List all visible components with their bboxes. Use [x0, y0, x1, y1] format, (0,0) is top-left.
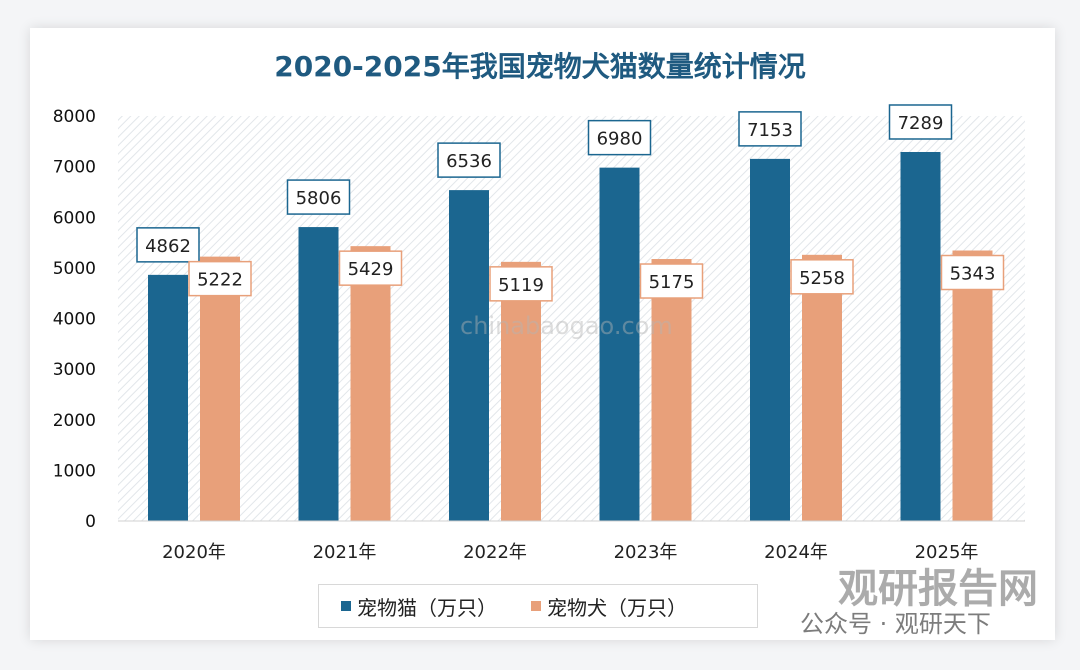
bar-dog — [651, 259, 692, 521]
legend-swatch-dog — [531, 601, 541, 611]
data-label: 5258 — [799, 268, 845, 289]
legend: 宠物猫（万只） 宠物犬（万只） — [318, 584, 758, 628]
data-label: 5429 — [348, 259, 394, 280]
y-tick-label: 3000 — [53, 360, 96, 380]
bar-dog — [200, 256, 240, 521]
data-label-box — [489, 266, 553, 302]
legend-item-cat: 宠物猫（万只） — [341, 592, 497, 621]
bar-dog — [350, 246, 391, 522]
watermark-brand: 观研报告网 — [838, 566, 1038, 612]
bar-cat — [148, 274, 188, 521]
data-label-box — [639, 263, 704, 299]
watermark-wechat: 公众号 · 观研天下 — [800, 610, 991, 638]
data-label: 7289 — [898, 113, 944, 134]
bar-cat — [599, 167, 640, 521]
legend-swatch-cat — [341, 601, 351, 611]
x-tick-label: 2020年 — [162, 542, 226, 563]
data-label-box — [136, 227, 200, 263]
data-label: 5222 — [197, 270, 243, 291]
data-label-box — [888, 104, 953, 140]
data-label-box — [437, 142, 501, 178]
plot-area — [118, 116, 1025, 521]
bar-cat — [750, 158, 790, 521]
data-label: 7153 — [747, 120, 793, 141]
data-label: 5806 — [296, 188, 342, 209]
data-label: 5343 — [950, 264, 996, 285]
data-label: 5175 — [649, 272, 695, 293]
y-tick-label: 5000 — [53, 259, 96, 279]
bar-dog — [501, 261, 541, 521]
y-tick-label: 6000 — [53, 208, 96, 228]
data-label: 6980 — [597, 129, 643, 150]
data-label-box — [286, 179, 351, 215]
bar-cat — [298, 227, 339, 522]
bar-cat — [449, 190, 489, 522]
data-label: 6536 — [446, 151, 492, 172]
x-tick-label: 2024年 — [764, 542, 828, 563]
data-label-box — [738, 111, 802, 147]
x-tick-label: 2021年 — [313, 542, 377, 563]
data-label-box — [587, 119, 652, 156]
data-label: 4862 — [145, 236, 191, 257]
y-tick-label: 1000 — [53, 461, 96, 481]
data-label-box — [338, 250, 403, 286]
y-tick-label: 7000 — [53, 158, 96, 178]
data-label-box — [188, 260, 252, 297]
bar-dog — [802, 254, 842, 521]
legend-label-cat: 宠物猫（万只） — [357, 595, 497, 620]
bar-cat — [900, 151, 941, 521]
x-tick-label: 2023年 — [614, 542, 678, 563]
y-tick-label: 4000 — [53, 310, 96, 330]
data-label: 5119 — [498, 275, 544, 296]
legend-item-dog: 宠物犬（万只） — [531, 592, 687, 621]
y-tick-label: 0 — [85, 512, 96, 532]
y-tick-label: 2000 — [53, 411, 96, 431]
legend-label-dog: 宠物犬（万只） — [547, 595, 687, 620]
data-label-box — [790, 259, 854, 295]
x-tick-label: 2022年 — [463, 542, 527, 563]
bar-dog — [952, 250, 993, 521]
watermark-site: chinabaogao.com — [460, 312, 673, 340]
x-tick-label: 2025年 — [915, 542, 979, 563]
y-tick-label: 8000 — [53, 107, 96, 127]
chart-title: 2020-2025年我国宠物犬猫数量统计情况 — [274, 50, 805, 83]
data-label-box — [940, 254, 1005, 291]
